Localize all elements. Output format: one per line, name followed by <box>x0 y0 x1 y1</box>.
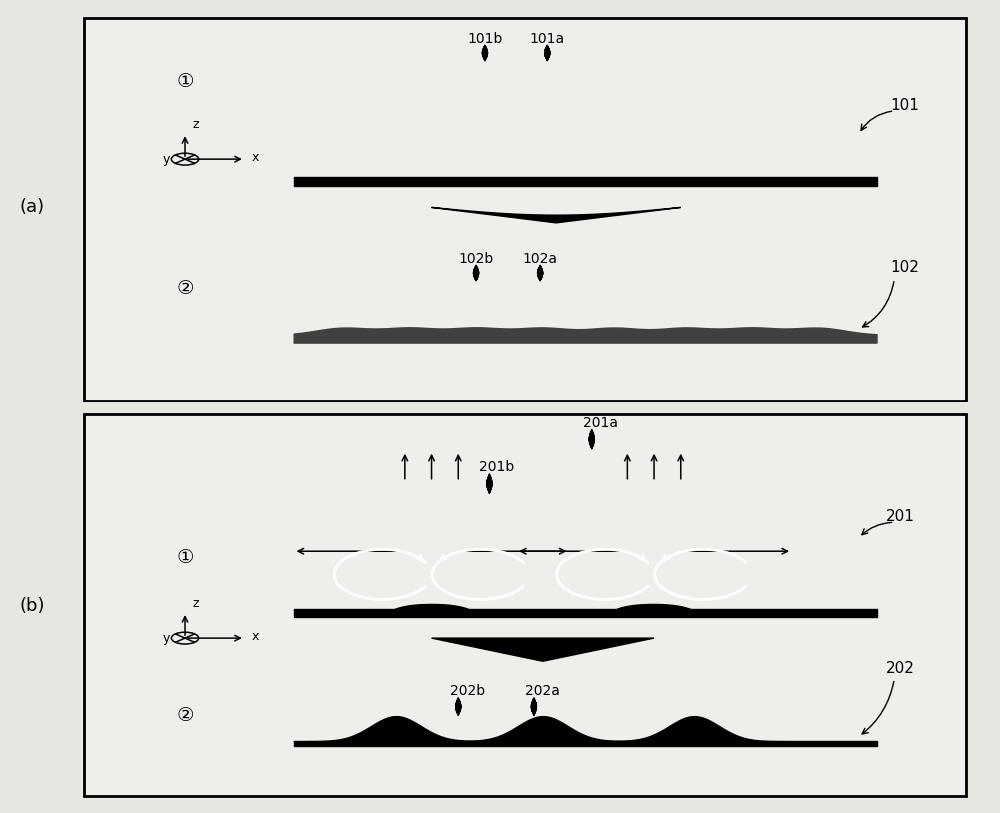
Text: ①: ① <box>176 547 194 567</box>
Text: 201a: 201a <box>583 416 618 430</box>
Text: (b): (b) <box>19 597 45 615</box>
FancyBboxPatch shape <box>84 414 966 797</box>
Text: ②: ② <box>176 706 194 725</box>
Text: ①: ① <box>176 72 194 91</box>
Text: 102: 102 <box>890 260 919 275</box>
Text: 202b: 202b <box>450 685 485 698</box>
Text: (a): (a) <box>19 198 45 216</box>
Text: z: z <box>192 598 199 611</box>
Polygon shape <box>432 207 681 223</box>
Text: ②: ② <box>176 279 194 298</box>
Text: x: x <box>251 151 259 164</box>
Text: y: y <box>163 632 170 645</box>
Text: 101a: 101a <box>530 32 565 46</box>
Polygon shape <box>432 638 654 661</box>
Text: z: z <box>192 119 199 132</box>
Text: 102b: 102b <box>458 252 494 266</box>
Text: 102a: 102a <box>523 252 558 266</box>
Text: y: y <box>163 153 170 166</box>
Text: 202: 202 <box>885 662 914 676</box>
Text: 202a: 202a <box>525 685 560 698</box>
Text: x: x <box>251 630 259 643</box>
FancyBboxPatch shape <box>84 18 966 401</box>
Text: 201: 201 <box>885 509 914 524</box>
Text: 101: 101 <box>890 98 919 112</box>
Text: 101b: 101b <box>467 32 503 46</box>
Text: 201b: 201b <box>479 460 514 475</box>
